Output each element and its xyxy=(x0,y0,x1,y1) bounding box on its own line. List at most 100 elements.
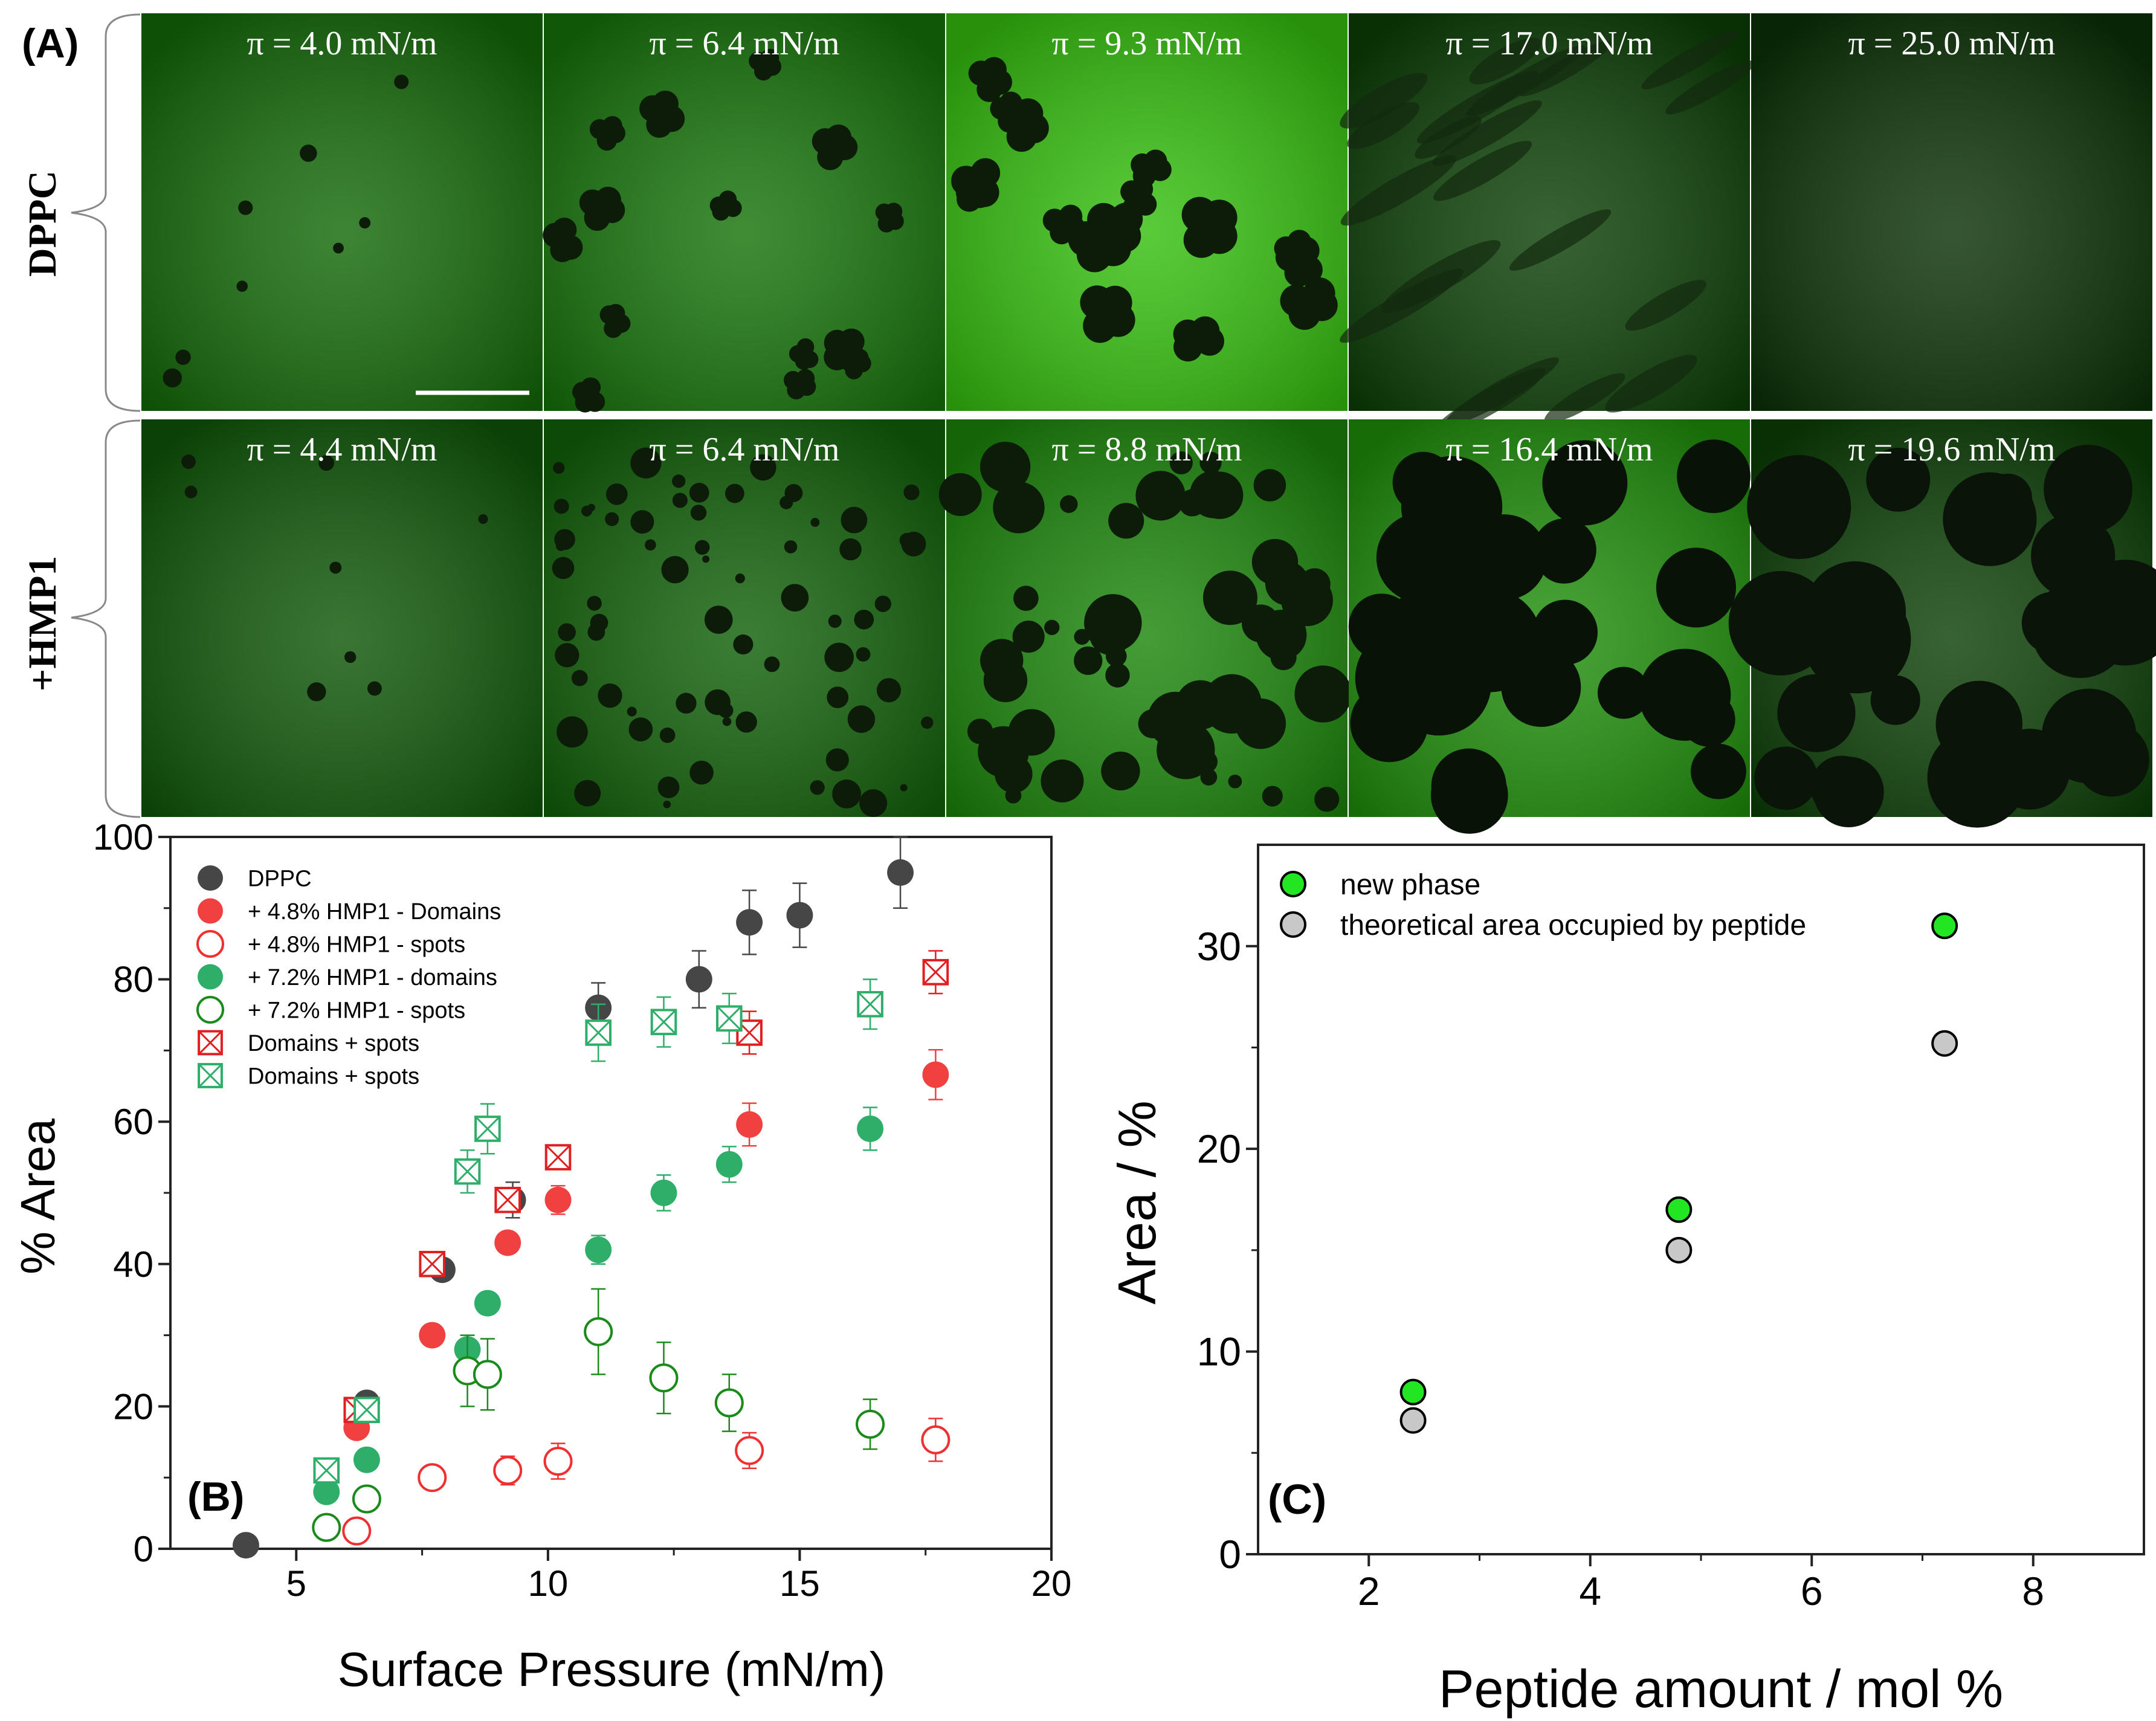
lipid-domain xyxy=(1866,447,1931,512)
lipid-domain xyxy=(307,682,326,702)
lipid-domain xyxy=(602,116,622,137)
lipid-domain xyxy=(832,780,861,809)
lipid-domain xyxy=(554,499,569,514)
lipid-domain xyxy=(733,634,754,655)
data-point xyxy=(419,1322,446,1349)
marker-cross xyxy=(737,1020,762,1045)
lipid-domain xyxy=(1777,674,1856,752)
lipid-domain xyxy=(1169,451,1193,475)
tile-caption: π = 16.4 mN/m xyxy=(1446,431,1653,468)
legend-item: Domains + spots xyxy=(198,1063,419,1089)
lipid-domain xyxy=(856,647,871,662)
lipid-domain xyxy=(838,328,865,355)
texture-streak xyxy=(1544,373,1625,424)
data-point xyxy=(198,865,223,891)
texture-streak xyxy=(1519,40,1612,97)
lipid-domain xyxy=(841,506,868,534)
lipid-domain xyxy=(1110,767,1131,788)
lipid-domain xyxy=(627,706,637,717)
lipid-domain xyxy=(554,529,575,551)
lipid-domain xyxy=(1677,439,1751,514)
lipid-domain xyxy=(605,483,628,505)
data-point xyxy=(474,1116,501,1142)
lipid-domain xyxy=(850,349,869,367)
lipid-domain xyxy=(735,711,757,733)
data-point xyxy=(198,1030,223,1056)
lipid-domain xyxy=(876,678,902,703)
texture-streak xyxy=(1340,73,1428,129)
lipid-domain xyxy=(1754,746,1818,810)
lipid-domain xyxy=(900,784,908,792)
tile-shading xyxy=(141,13,543,411)
data-point xyxy=(544,1186,572,1213)
marker-cross xyxy=(716,1006,742,1032)
lipid-domain xyxy=(587,503,595,512)
x-tick-label: 10 xyxy=(528,1563,568,1604)
series xyxy=(1399,1030,1958,1434)
legend-label: + 7.2% HMP1 - spots xyxy=(248,998,465,1023)
tile-caption: π = 6.4 mN/m xyxy=(650,25,840,62)
lipid-domain xyxy=(184,485,198,499)
tile-shading xyxy=(1751,13,2152,411)
lipid-domain xyxy=(1059,204,1083,228)
lipid-domain xyxy=(1084,594,1142,652)
texture-streak xyxy=(1340,268,1464,343)
data-point xyxy=(735,1436,764,1465)
x-tick-label: 5 xyxy=(286,1563,306,1604)
data-point xyxy=(494,1186,521,1213)
data-point xyxy=(1665,1196,1693,1223)
lipid-domain xyxy=(657,777,680,798)
legend-label: theoretical area occupied by peptide xyxy=(1340,909,1806,941)
lipid-domain xyxy=(689,760,714,785)
x-tick-label: 4 xyxy=(1579,1569,1601,1613)
lipid-domain xyxy=(859,789,888,818)
chart-c-y-axis-title: Area / % xyxy=(1107,1100,1167,1304)
lipid-domain xyxy=(1989,728,2071,810)
micrograph-tile: π = 17.0 mN/m xyxy=(1340,13,1755,438)
marker-cross xyxy=(857,991,883,1017)
lipid-domain xyxy=(1060,495,1078,513)
lipid-domain xyxy=(574,780,601,807)
data-point xyxy=(1280,911,1306,938)
lipid-domain xyxy=(1098,285,1132,320)
lipid-domain xyxy=(1013,98,1044,129)
lipid-domain xyxy=(590,613,608,632)
y-tick-label: 100 xyxy=(93,817,153,857)
data-point xyxy=(786,902,813,929)
lipid-domain xyxy=(1021,714,1035,728)
lipid-domain xyxy=(1074,646,1103,675)
lipid-domain xyxy=(1190,316,1220,346)
tile-caption: π = 9.3 mN/m xyxy=(1052,25,1242,62)
texture-streak xyxy=(1340,155,1456,226)
data-point xyxy=(353,1396,380,1424)
lipid-domain xyxy=(1004,496,1031,523)
lipid-domain xyxy=(630,447,662,479)
lipid-domain xyxy=(885,202,903,221)
lipid-domain xyxy=(847,705,876,733)
lipid-domain xyxy=(825,124,852,151)
y-tick-label: 0 xyxy=(1219,1532,1241,1577)
lipid-domain xyxy=(1314,787,1340,812)
lipid-domain xyxy=(796,338,815,356)
legend-label: Domains + spots xyxy=(248,1064,419,1089)
lipid-domain xyxy=(580,377,601,398)
row-label-hmp1: +HMP1 xyxy=(21,556,65,692)
lipid-domain xyxy=(1175,680,1225,730)
micrograph-tile: π = 8.8 mN/m xyxy=(938,419,1352,817)
lipid-domain xyxy=(779,496,793,509)
lipid-domain xyxy=(825,748,849,772)
data-point xyxy=(585,1236,612,1264)
marker-cross xyxy=(586,1020,612,1045)
lipid-domain xyxy=(1138,709,1167,738)
lipid-domain xyxy=(1200,769,1218,786)
data-point xyxy=(715,1005,743,1032)
lipid-domain xyxy=(558,623,576,642)
lipid-domain xyxy=(598,683,622,708)
lipid-domain xyxy=(921,716,934,729)
legend-label: new phase xyxy=(1340,869,1480,901)
lipid-domain xyxy=(238,200,253,215)
panel-a-label: (A) xyxy=(22,21,79,66)
lipid-domain xyxy=(1012,621,1045,653)
lipid-domain xyxy=(2044,444,2132,534)
data-point xyxy=(921,1425,951,1455)
